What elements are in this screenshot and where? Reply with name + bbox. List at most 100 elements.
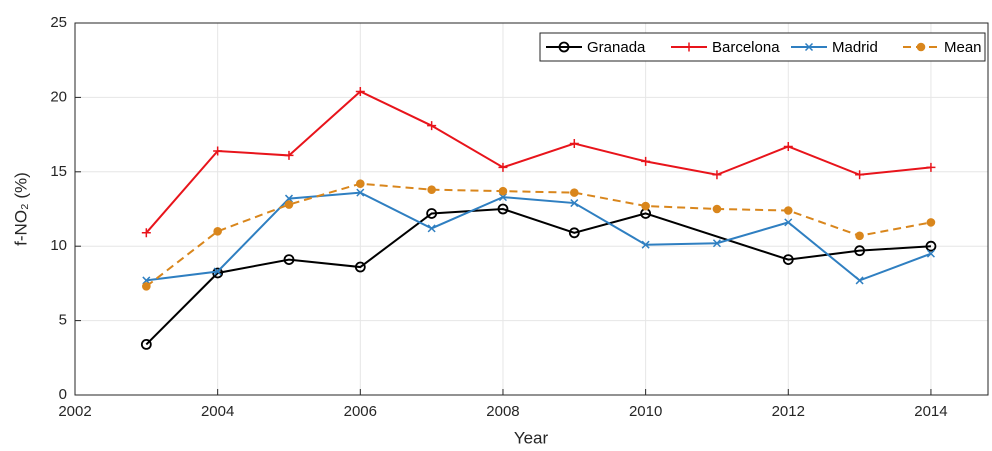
marker-shape (140, 339, 152, 350)
marker (854, 245, 866, 257)
marker (641, 240, 650, 249)
marker-shape (712, 170, 722, 180)
marker (498, 193, 507, 202)
marker-shape (641, 240, 650, 249)
marker (925, 240, 937, 252)
marker-shape (782, 254, 794, 265)
marker-shape (855, 170, 865, 180)
marker-shape (804, 42, 814, 52)
marker-shape (569, 139, 579, 149)
marker-shape (142, 276, 151, 285)
marker (926, 162, 936, 172)
marker (427, 121, 437, 131)
series-line (145, 207, 932, 346)
marker-shape (141, 228, 151, 238)
marker-shape (427, 121, 437, 131)
marker-shape (213, 146, 223, 156)
marker-shape (926, 249, 935, 258)
marker (497, 203, 509, 215)
legend-label: Granada (587, 39, 646, 56)
y-tick-label: 10 (50, 237, 67, 254)
marker (284, 200, 294, 209)
marker-shape (916, 42, 926, 52)
marker (355, 86, 365, 96)
marker (140, 339, 152, 350)
marker (569, 188, 579, 197)
marker (569, 139, 579, 149)
marker (855, 231, 864, 241)
marker-shape (213, 267, 222, 276)
marker (354, 261, 366, 273)
marker (498, 186, 508, 196)
marker (570, 199, 579, 208)
y-tick-label: 15 (50, 163, 67, 180)
marker (427, 224, 436, 233)
marker-shape (712, 204, 722, 214)
marker-shape (569, 188, 579, 197)
marker (283, 254, 295, 265)
marker-shape (855, 276, 864, 285)
marker-shape (570, 199, 579, 208)
marker-shape (426, 208, 438, 219)
marker-shape (925, 240, 937, 252)
marker-shape (926, 218, 936, 227)
marker (855, 276, 864, 285)
marker (916, 42, 926, 52)
marker (141, 228, 151, 238)
marker (784, 218, 793, 227)
marker-shape (213, 227, 222, 236)
marker-shape (356, 179, 365, 189)
legend-label: Madrid (832, 39, 878, 56)
x-tick-label: 2010 (629, 403, 662, 420)
marker-shape (355, 86, 365, 96)
marker-shape (284, 150, 294, 160)
marker (712, 170, 722, 180)
marker (804, 42, 814, 52)
marker (213, 227, 222, 236)
x-tick-label: 2004 (201, 403, 234, 420)
marker-shape (427, 224, 436, 233)
marker (712, 239, 721, 248)
y-tick-label: 25 (50, 14, 67, 31)
y-tick-label: 20 (50, 88, 67, 105)
marker-shape (283, 254, 295, 265)
x-tick-label: 2012 (772, 403, 805, 420)
marker-shape (498, 186, 508, 196)
marker-shape (568, 227, 580, 239)
marker (641, 201, 650, 211)
marker-shape (558, 41, 570, 53)
marker (284, 150, 294, 160)
marker (684, 42, 694, 52)
marker (284, 194, 294, 203)
marker-shape (356, 188, 365, 197)
marker (926, 249, 935, 258)
marker-shape (712, 239, 721, 248)
y-tick-label: 5 (59, 312, 67, 329)
x-tick-label: 2002 (58, 403, 91, 420)
marker-shape (142, 282, 151, 291)
marker (142, 276, 151, 285)
marker (427, 185, 436, 194)
y-axis-title: f-NO₂ (%) (11, 172, 30, 246)
series-line (146, 191, 932, 282)
plot-frame (74, 22, 989, 396)
marker-shape (783, 206, 793, 215)
legend-label: Barcelona (712, 39, 780, 56)
marker (855, 170, 865, 180)
marker (213, 267, 222, 276)
x-axis-title: Year (514, 428, 549, 447)
marker-shape (855, 231, 864, 241)
marker-shape (783, 142, 793, 152)
marker (783, 142, 793, 152)
marker (356, 188, 365, 197)
x-tick-label: 2014 (914, 403, 947, 420)
marker-shape (854, 245, 866, 257)
marker (926, 218, 936, 227)
marker (498, 162, 508, 172)
marker (142, 282, 151, 291)
marker-shape (498, 193, 507, 202)
marker (213, 146, 223, 156)
marker (568, 227, 580, 239)
marker-shape (926, 162, 936, 172)
